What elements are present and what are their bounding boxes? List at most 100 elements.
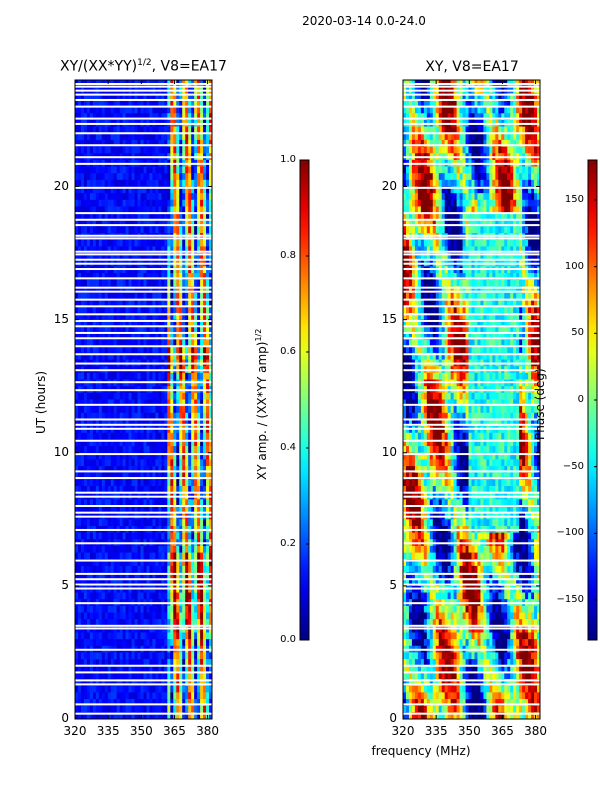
heatmap-cell <box>182 392 186 401</box>
heatmap-cell <box>182 552 186 560</box>
heatmap-cell <box>414 139 419 148</box>
heatmap-cell <box>203 652 207 660</box>
heatmap-cell <box>89 559 94 567</box>
heatmap-cell <box>116 312 121 321</box>
heatmap-cell <box>179 139 183 148</box>
heatmap-cell <box>122 166 127 174</box>
heatmap-cell <box>152 432 157 441</box>
heatmap-cell <box>537 133 540 141</box>
heatmap-cell <box>89 179 94 188</box>
heatmap-cell <box>438 93 443 101</box>
heatmap-cell <box>89 692 94 700</box>
heatmap-cell <box>173 166 177 174</box>
heatmap-cell <box>75 193 79 201</box>
heatmap-cell <box>131 346 136 354</box>
heatmap-cell <box>188 226 192 234</box>
heatmap-cell <box>161 446 165 454</box>
heatmap-cell <box>83 346 88 354</box>
heatmap-cell <box>122 213 127 221</box>
heatmap-cell <box>200 299 204 307</box>
heatmap-cell <box>95 239 100 248</box>
heatmap-cell <box>200 206 204 214</box>
heatmap-cell <box>104 399 109 407</box>
heatmap-cell <box>128 459 133 467</box>
heatmap-cell <box>161 179 165 188</box>
heatmap-cell <box>75 652 79 660</box>
heatmap-cell <box>173 273 177 281</box>
heatmap-cell <box>77 559 82 567</box>
heatmap-cell <box>77 665 82 674</box>
heatmap-cell <box>206 352 210 361</box>
heatmap-cell <box>80 279 85 287</box>
heatmap-cell <box>80 273 85 281</box>
heatmap-cell <box>83 186 88 194</box>
heatmap-cell <box>152 106 157 114</box>
heatmap-cell <box>176 399 180 407</box>
heatmap-cell <box>513 99 517 108</box>
heatmap-cell <box>80 679 85 687</box>
heatmap-cell <box>113 579 118 587</box>
heatmap-cell <box>95 219 100 228</box>
heatmap-cell <box>471 126 476 134</box>
heatmap-cell <box>143 699 148 707</box>
heatmap-cell <box>179 605 183 614</box>
heatmap-cell <box>140 199 145 208</box>
heatmap-cell <box>137 612 142 620</box>
heatmap-cell <box>101 392 106 401</box>
heatmap-cell <box>200 652 204 660</box>
heatmap-cell <box>176 619 180 627</box>
heatmap-cell <box>146 432 151 441</box>
heatmap-cell <box>89 519 94 527</box>
heatmap-cell <box>98 652 103 660</box>
heatmap-cell <box>179 173 183 181</box>
heatmap-cell <box>480 126 485 134</box>
heatmap-cell <box>113 479 118 487</box>
heatmap-cell <box>128 306 133 314</box>
heatmap-cell <box>104 113 109 121</box>
heatmap-cell <box>179 226 183 234</box>
heatmap-cell <box>161 419 165 427</box>
heatmap-cell <box>134 545 139 554</box>
heatmap-cell <box>197 139 201 148</box>
heatmap-cell <box>522 126 526 134</box>
heatmap-cell <box>122 419 127 427</box>
heatmap-cell <box>128 99 133 108</box>
heatmap-cell <box>146 293 151 301</box>
heatmap-cell <box>170 93 174 101</box>
heatmap-cell <box>149 253 154 261</box>
heatmap-cell <box>80 392 85 401</box>
heatmap-cell <box>119 346 124 354</box>
heatmap-cell <box>194 685 198 693</box>
heatmap-cell <box>206 519 210 527</box>
heatmap-cell <box>98 406 103 414</box>
heatmap-cell <box>170 246 174 254</box>
heatmap-cell <box>134 699 139 707</box>
heatmap-cell <box>77 479 82 487</box>
heatmap-cell <box>194 659 198 667</box>
heatmap-cell <box>104 592 109 600</box>
heatmap-cell <box>77 472 82 480</box>
heatmap-cell <box>137 506 142 514</box>
heatmap-cell <box>146 326 151 334</box>
heatmap-cell <box>110 552 115 560</box>
heatmap-cell <box>179 253 183 261</box>
heatmap-cell <box>92 186 97 194</box>
heatmap-cell <box>146 346 151 354</box>
heatmap-cell <box>104 226 109 234</box>
heatmap-cell <box>77 406 82 414</box>
heatmap-cell <box>122 146 127 154</box>
heatmap-cell <box>113 173 118 181</box>
heatmap-cell <box>182 639 186 647</box>
heatmap-cell <box>176 632 180 640</box>
heatmap-cell <box>516 133 520 141</box>
heatmap-cell <box>98 705 103 713</box>
heatmap-cell <box>188 639 192 647</box>
heatmap-cell <box>170 106 174 114</box>
heatmap-cell <box>131 339 136 347</box>
heatmap-cell <box>113 239 118 248</box>
heatmap-cell <box>411 113 416 121</box>
heatmap-cell <box>522 113 526 121</box>
flagged-row <box>75 679 212 682</box>
heatmap-cell <box>116 372 121 381</box>
heatmap-cell <box>146 186 151 194</box>
